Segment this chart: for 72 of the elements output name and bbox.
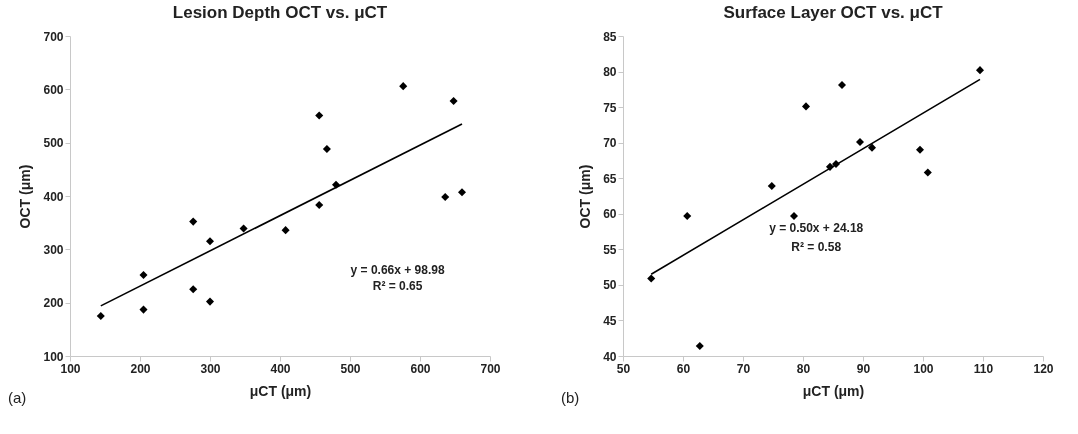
point — [189, 217, 198, 226]
y-tick-label: 80 — [603, 65, 617, 80]
y-tick-label: 65 — [603, 171, 617, 186]
point — [449, 97, 458, 106]
y-tick-label: 200 — [43, 296, 64, 311]
point — [767, 182, 776, 191]
text: (a) — [8, 389, 27, 406]
point — [855, 137, 865, 146]
y-axis-title: OCT (μm) — [577, 164, 594, 229]
chart-title: Surface Layer OCT vs. μCT — [723, 3, 944, 22]
x-tick-label: 400 — [270, 361, 291, 376]
point — [281, 226, 290, 235]
x-tick-label: 90 — [856, 361, 871, 376]
point — [315, 201, 324, 210]
x-tick-label: 80 — [796, 361, 811, 376]
point — [837, 81, 847, 90]
y-tick-label: 700 — [43, 29, 64, 44]
y-tick-label: 55 — [603, 242, 617, 257]
annotation: R² = 0.58 — [791, 240, 842, 255]
point — [923, 168, 932, 177]
point — [205, 237, 215, 246]
y-tick-label: 70 — [603, 136, 617, 151]
y-tick-label: 400 — [43, 189, 64, 204]
x-tick-label: 70 — [736, 361, 751, 376]
point — [683, 211, 692, 220]
y-tick-label: 85 — [603, 29, 617, 44]
annotation: R² = 0.65 — [372, 278, 423, 293]
x-tick-label: 200 — [130, 361, 151, 376]
y-tick-label: 60 — [603, 207, 617, 222]
point — [789, 211, 799, 220]
y-tick-label: 50 — [603, 278, 617, 293]
y-tick-label: 300 — [43, 242, 64, 257]
x-tick-label: 300 — [200, 361, 221, 376]
y-tick-label: 45 — [603, 313, 617, 328]
chart-title: Lesion Depth OCT vs. μCT — [172, 3, 388, 22]
point — [96, 311, 105, 321]
point — [315, 111, 324, 120]
x-tick-label: 100 — [913, 361, 934, 376]
y-axis-title: OCT (μm) — [17, 164, 34, 229]
point — [457, 188, 467, 197]
y-tick-label: 100 — [43, 349, 64, 364]
x-tick-label: 500 — [340, 361, 361, 376]
point — [322, 145, 331, 154]
point — [189, 285, 198, 294]
y-tick-label: 500 — [43, 136, 64, 151]
x-tick-label: 600 — [410, 361, 431, 376]
x-axis-title: μCT (μm) — [802, 382, 865, 399]
x-tick-label: 110 — [973, 361, 994, 376]
x-tick-label: 50 — [616, 361, 631, 376]
point — [695, 342, 704, 351]
x-tick-label: 120 — [1033, 361, 1054, 376]
point — [975, 66, 985, 75]
point — [205, 297, 215, 306]
point — [915, 145, 925, 154]
x-tick-label: 700 — [480, 361, 501, 376]
point — [399, 82, 408, 91]
annotation: y = 0.50x + 24.18 — [769, 221, 864, 235]
y-tick-label: 600 — [43, 82, 64, 97]
point — [441, 193, 450, 202]
point — [139, 270, 148, 279]
point — [801, 102, 811, 111]
x-axis-title: μCT (μm) — [249, 382, 312, 399]
point — [139, 305, 148, 314]
point — [239, 224, 248, 233]
y-tick-label: 40 — [603, 349, 617, 364]
x-tick-label: 100 — [60, 361, 81, 376]
y-tick-label: 75 — [603, 100, 617, 115]
annotation: y = 0.66x + 98.98 — [350, 262, 445, 277]
point — [647, 274, 656, 283]
text: (b) — [561, 389, 580, 406]
x-tick-label: 60 — [676, 361, 691, 376]
point — [867, 143, 877, 152]
